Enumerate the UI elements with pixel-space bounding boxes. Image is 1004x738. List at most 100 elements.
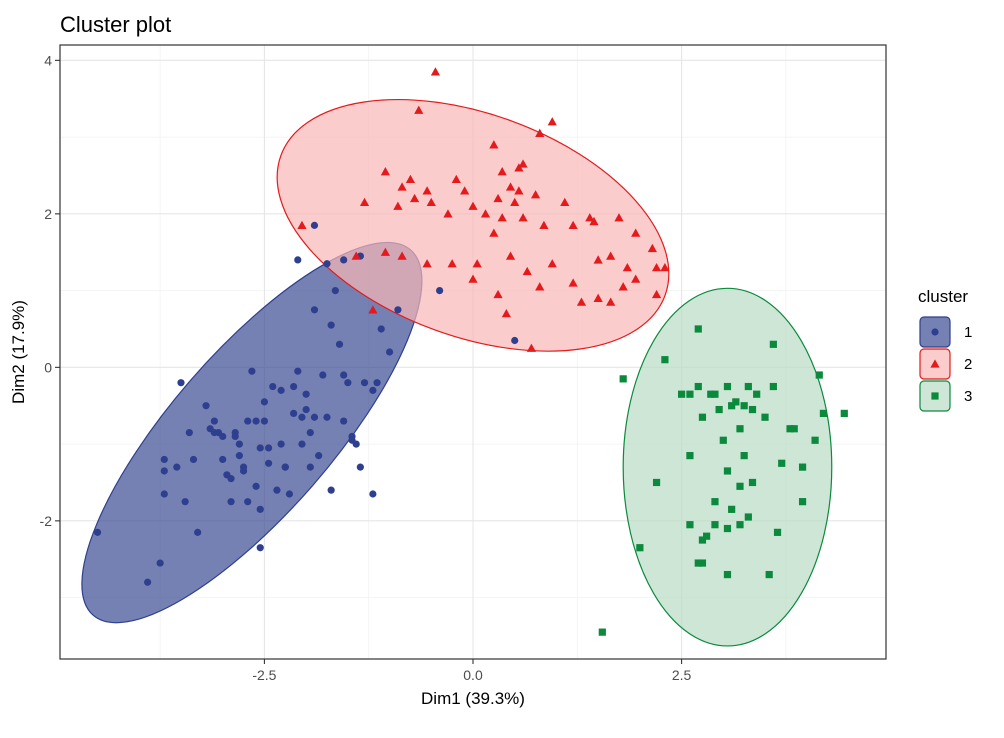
cluster-3-point (815, 371, 823, 379)
cluster-2-point (489, 140, 499, 149)
cluster-1-point (310, 306, 319, 314)
cluster-3-point (740, 402, 748, 410)
cluster-3-point (598, 628, 606, 636)
cluster-2-point (606, 297, 616, 306)
cluster-2-point (539, 220, 549, 230)
cluster-2-point (530, 190, 541, 199)
cluster-1-point (377, 325, 385, 333)
cluster-1-point (194, 528, 202, 536)
cluster-3-point (636, 544, 644, 552)
cluster-1-point (202, 402, 210, 410)
cluster-3-point (728, 402, 736, 410)
cluster-1-point (335, 340, 344, 348)
cluster-1-point (252, 482, 260, 490)
legend-label-2: 2 (964, 356, 972, 373)
cluster-1-point (231, 432, 239, 441)
cluster-1-point (227, 475, 235, 483)
cluster-1-point (277, 386, 285, 394)
cluster-2-point (397, 251, 407, 260)
cluster-2-point (593, 255, 603, 264)
cluster-3-point (732, 398, 740, 406)
cluster-3-point (723, 524, 732, 533)
cluster-3-point (811, 436, 819, 444)
cluster-1-point (185, 428, 193, 437)
cluster-1-point (352, 440, 360, 448)
cluster-1-point (160, 455, 168, 464)
legend-item-2: 2 (919, 348, 972, 380)
cluster-2-point (568, 278, 578, 287)
data-points (93, 67, 848, 636)
cluster-1-point (264, 459, 273, 467)
cluster-1-point (189, 455, 198, 464)
cluster-2-ellipse (276, 98, 670, 352)
cluster-1-point (260, 398, 269, 406)
cluster-3-point (723, 570, 732, 579)
cluster-1-point (310, 413, 319, 421)
cluster-3-point (723, 382, 732, 391)
cluster-1-point (344, 379, 352, 387)
cluster-2-point (430, 67, 441, 76)
cluster-2-point (614, 213, 624, 222)
cluster-1-point (219, 455, 227, 464)
cluster-3-point (778, 459, 786, 467)
cluster-1-point (177, 379, 185, 387)
axis-ticks: -2.5 0.0 2.5 -2 0 2 4 (40, 52, 692, 683)
cluster-1-point (264, 444, 273, 452)
cluster-3-point (748, 478, 757, 487)
cluster-3-point (698, 413, 707, 421)
legend: cluster 1 2 3 (918, 287, 972, 412)
cluster-2-point (422, 186, 432, 195)
cluster-2-point (405, 174, 416, 183)
cluster-3-ellipse (622, 287, 833, 647)
cluster-2-point (297, 220, 307, 230)
cluster-2-point (451, 174, 461, 183)
cluster-2-point (631, 228, 641, 237)
cluster-2-point (514, 163, 524, 172)
cluster-3-point (840, 409, 848, 417)
cluster-1-point (160, 490, 168, 498)
cluster-1-point (219, 432, 227, 441)
cluster-3-point (707, 390, 715, 398)
cluster-1-point (436, 287, 444, 295)
cluster-2-point (660, 262, 670, 272)
legend-label-3: 3 (964, 388, 972, 405)
cluster-3-point (798, 463, 807, 471)
cluster-1-point (294, 367, 302, 375)
cluster-3-point (761, 413, 769, 421)
cluster-2-point (359, 197, 370, 207)
cluster-3-point (773, 528, 782, 536)
cluster-2-point (606, 251, 616, 260)
cluster-1-point (360, 379, 369, 387)
cluster-3-point (719, 436, 727, 444)
cluster-3-point (711, 390, 719, 398)
cluster-2-point (547, 259, 557, 268)
cluster-1-point (210, 428, 218, 437)
cluster-2-point (447, 259, 457, 268)
cluster-1-point (181, 498, 189, 506)
cluster-2-point (535, 128, 545, 137)
x-tick-label: 0.0 (463, 667, 483, 683)
x-tick-label: 2.5 (672, 667, 692, 683)
cluster-2-point (414, 105, 424, 114)
cluster-1-point (356, 463, 364, 471)
cluster-2-point (593, 293, 603, 302)
cluster-1-point (385, 348, 394, 356)
cluster-1-point (331, 287, 339, 295)
cluster-3-point (694, 382, 702, 391)
cluster-1-point (315, 452, 323, 460)
cluster-3-point (686, 452, 694, 460)
cluster-3-point (765, 570, 773, 579)
cluster-1-point (319, 371, 327, 379)
cluster-2-point (460, 186, 470, 195)
cluster-1-point (306, 463, 314, 471)
cluster-1-point (302, 405, 310, 414)
cluster-1-point (210, 417, 218, 425)
cluster-3-point (753, 390, 761, 398)
cluster-3-point (748, 405, 757, 414)
y-tick-label: 2 (44, 206, 52, 222)
cluster-3-point (798, 498, 807, 506)
cluster-3-point (790, 425, 798, 433)
cluster-1-point (511, 336, 519, 345)
cluster-2-point (505, 251, 516, 260)
